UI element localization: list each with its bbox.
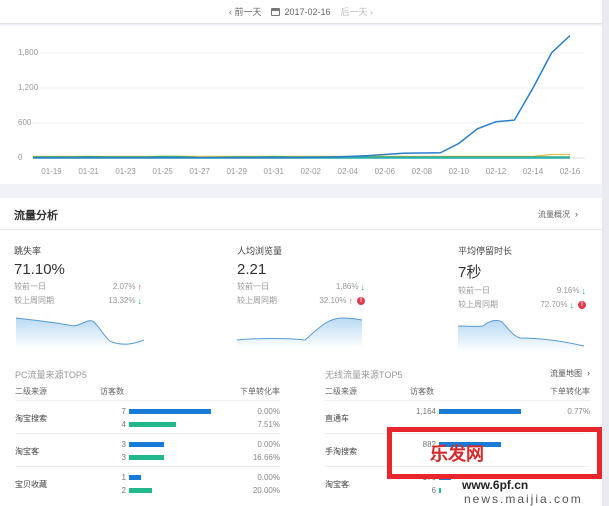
x-tick: 01-19 (41, 167, 62, 176)
metric-avg-duration: 平均停留时长 7秒 较前一日 9.16% ↓ 较上周同期 72.70% ↓! (457, 244, 609, 354)
traffic-map-link[interactable]: 流量地图 › (550, 368, 590, 378)
table-row[interactable]: 宝贝收藏 1 0.00% 2 20.00% (15, 472, 280, 495)
panel-title: 流量分析 (14, 210, 58, 222)
panel-header: 流量分析 流量概况 › (0, 198, 602, 230)
table-row[interactable]: 淘宝搜索 7 0.00% 4 7.51% (15, 401, 280, 434)
x-tick: 01-27 (189, 167, 210, 176)
next-day-button[interactable]: 后一天 › (340, 7, 374, 17)
x-tick: 02-04 (337, 167, 359, 176)
bar (129, 441, 164, 447)
trend-chart-plot (32, 34, 585, 159)
date-navigator: ‹ 前一天 2017-02-16 后一天 › (0, 0, 602, 24)
scrollbar-track[interactable] (602, 0, 609, 506)
watermark-url: www.6pf.cn (462, 478, 529, 492)
x-tick: 02-14 (522, 167, 544, 176)
watermark-url: news.maijia.com (464, 492, 583, 506)
table-row[interactable]: 手淘搜索 882 1 (325, 434, 590, 467)
bar (129, 487, 152, 493)
traffic-overview-link[interactable]: 流量概况 › (538, 209, 578, 219)
x-tick: 01-29 (226, 167, 247, 176)
x-tick: 01-23 (115, 167, 136, 176)
x-tick: 02-06 (374, 167, 396, 176)
bar (439, 454, 441, 460)
y-tick: 600 (18, 118, 32, 127)
sparkline (457, 319, 585, 352)
x-tick: 02-10 (448, 167, 470, 176)
bar (129, 474, 141, 480)
chevron-right-icon: › (367, 7, 374, 17)
arrow-down-icon: ↓ (360, 281, 366, 292)
metric-avg-pageviews: 人均浏览量 2.21 较前一日 1.86% ↓ 较上周同期 32.10% ↑! (236, 244, 427, 350)
x-tick: 01-31 (263, 167, 284, 176)
prev-day-button[interactable]: ‹ 前一天 (228, 7, 262, 17)
y-tick: 0 (18, 153, 23, 162)
arrow-down-icon: ↓ (581, 285, 587, 296)
sparkline (236, 317, 363, 348)
y-tick: 1,800 (18, 48, 39, 57)
sparkline (15, 317, 145, 348)
bar (129, 454, 164, 460)
arrow-down-icon: ↓ (569, 299, 575, 310)
table-row[interactable]: 直通车 1,164 0.77% (325, 401, 590, 434)
bar (439, 441, 501, 447)
bar (439, 408, 521, 414)
chevron-right-icon: › (587, 368, 590, 378)
x-tick: 01-21 (78, 167, 99, 176)
x-tick: 02-02 (300, 167, 321, 176)
x-tick: 02-12 (485, 167, 507, 176)
chevron-left-icon: ‹ (228, 7, 235, 17)
date-picker[interactable]: 2017-02-16 (271, 7, 331, 17)
bar (129, 408, 211, 414)
y-tick: 1,200 (18, 83, 39, 92)
metric-bounce-rate: 跳失率 71.10% 较前一日 2.07% ↑ 较上周同期 13.32% ↓ (14, 244, 204, 350)
x-tick: 01-25 (152, 167, 173, 176)
bar (129, 421, 176, 427)
arrow-up-icon: ↑ (348, 295, 354, 306)
bar (439, 487, 441, 493)
traffic-analysis-panel: 流量分析 流量概况 › 跳失率 71.10% 较前一日 2.07% ↑ 较上周同期 13… (0, 198, 602, 506)
x-tick: 02-08 (411, 167, 433, 176)
x-tick: 02-16 (559, 167, 581, 176)
arrow-down-icon: ↓ (137, 295, 143, 306)
highlight-box (387, 427, 602, 479)
table-row[interactable]: 淘宝客 3 0.00% 3 16.66% (15, 434, 280, 467)
calendar-icon (271, 8, 281, 17)
chevron-right-icon: › (575, 209, 578, 219)
arrow-up-icon: ↑ (137, 281, 143, 292)
watermark-logo: 乐发网 (430, 444, 484, 464)
warning-icon[interactable]: ! (578, 300, 586, 309)
trend-chart: 1,800 1,200 600 0 01-19 01-21 01-23 01-25 01… (0, 26, 602, 184)
warning-icon[interactable]: ! (357, 296, 365, 305)
